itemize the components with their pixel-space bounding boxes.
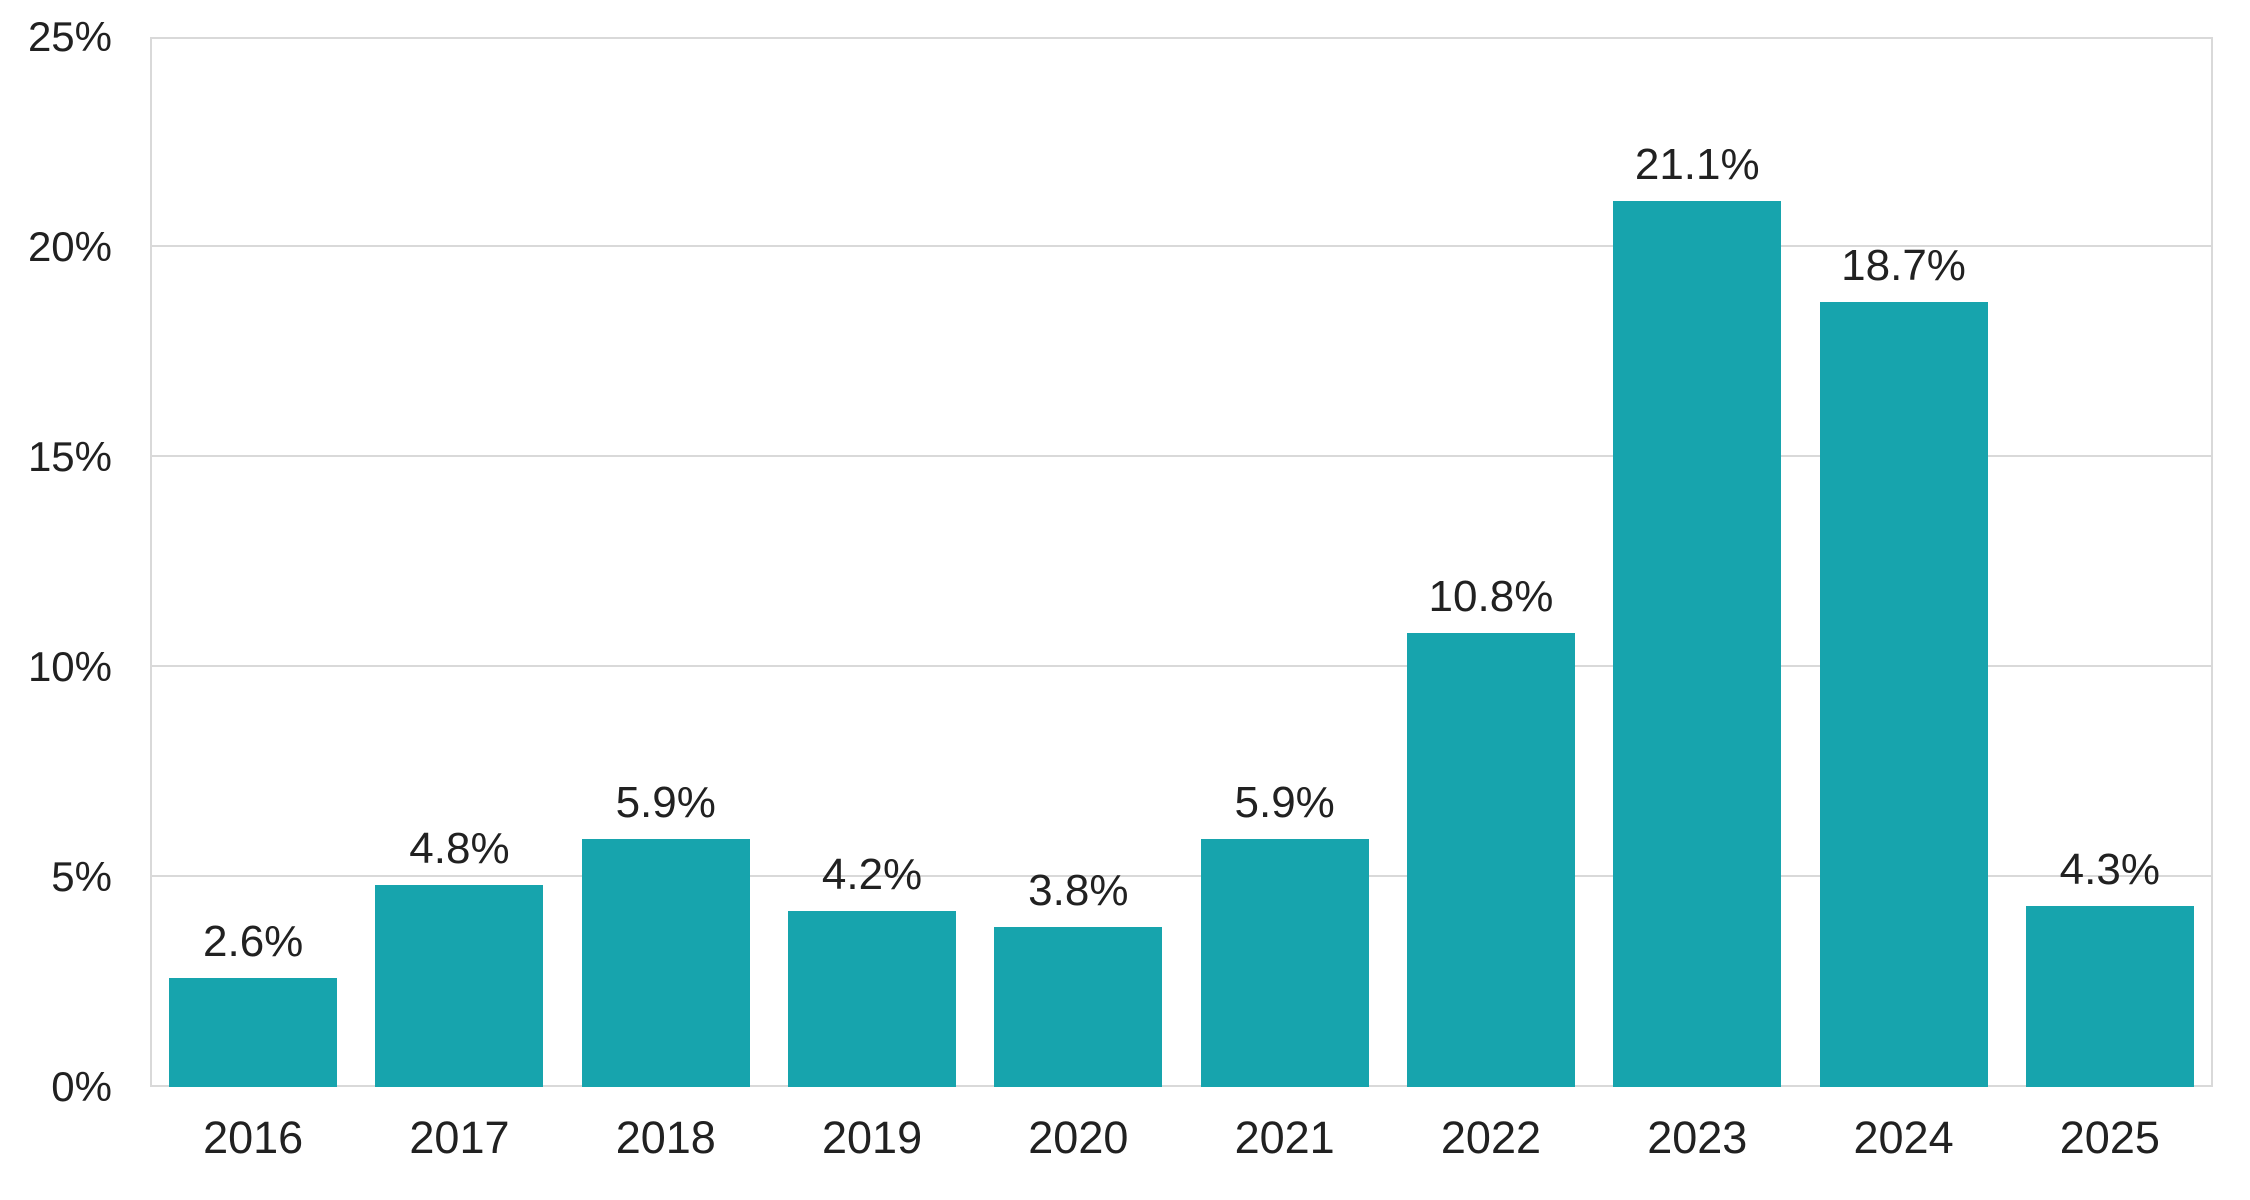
y-tick-label-5: 5% [51, 853, 112, 900]
bar-slot-2024: 18.7% [1800, 37, 2006, 1087]
bar-slot-2021: 5.9% [1182, 37, 1388, 1087]
bar-value-label-2018: 5.9% [615, 778, 716, 828]
bar-2025 [2025, 906, 2194, 1087]
x-tick-label-2021: 2021 [1234, 1112, 1335, 1163]
bar-value-label-2025: 4.3% [2059, 845, 2160, 895]
bar-slot-2020: 3.8% [975, 37, 1181, 1087]
bar-value-label-2016: 2.6% [202, 916, 304, 966]
bar-2023 [1613, 200, 1782, 1087]
bar-value-label-2021: 5.9% [1234, 778, 1335, 828]
x-tick-label-2020: 2020 [1028, 1112, 1129, 1163]
bar-2022 [1406, 633, 1575, 1087]
x-tick-label-2018: 2018 [615, 1112, 716, 1163]
plot-area: 2.6% 4.8% 5.9% 4.2% 3.8% 5.9% 10.8% 21.1% 18.7% 4… [150, 37, 2213, 1087]
bar-2019 [788, 910, 956, 1087]
gridline-10 [150, 665, 2213, 667]
x-tick-label-2022: 2022 [1440, 1112, 1541, 1163]
bar-value-label-2024: 18.7% [1841, 240, 1966, 290]
y-tick-label-10: 10% [27, 643, 112, 690]
bar-2016 [169, 977, 338, 1087]
bar-value-label-2020: 3.8% [1028, 866, 1129, 916]
y-tick-label-20: 20% [27, 223, 112, 270]
gridline-5 [150, 875, 2213, 877]
y-tick-label-15: 15% [27, 433, 112, 480]
plot-frame [150, 37, 2213, 1087]
x-tick-label-2023: 2023 [1647, 1112, 1748, 1163]
bar-slot-2016: 2.6% [150, 37, 356, 1087]
bar-slot-2017: 4.8% [356, 37, 562, 1087]
bar-2018 [581, 839, 750, 1087]
x-tick-label-2016: 2016 [203, 1112, 304, 1163]
bar-value-label-2017: 4.8% [409, 824, 510, 874]
x-tick-label-2017: 2017 [409, 1112, 510, 1163]
bar-slot-2025: 4.3% [2007, 37, 2213, 1087]
bar-2017 [375, 885, 544, 1087]
bar-slot-2023: 21.1% [1594, 37, 1800, 1087]
bar-value-label-2019: 4.2% [821, 849, 923, 899]
bar-2024 [1819, 301, 1988, 1087]
gridline-15 [150, 455, 2213, 457]
bar-2020 [994, 927, 1163, 1087]
bar-slot-2022: 10.8% [1388, 37, 1594, 1087]
x-tick-label-2024: 2024 [1853, 1112, 1954, 1163]
x-tick-label-2025: 2025 [2059, 1112, 2160, 1163]
y-tick-label-25: 25% [27, 13, 112, 60]
y-tick-label-0: 0% [51, 1063, 112, 1110]
bar-value-label-2022: 10.8% [1428, 572, 1554, 622]
bar-slot-2019: 4.2% [769, 37, 975, 1087]
bar-value-label-2023: 21.1% [1634, 139, 1760, 189]
y-axis: 0% 5% 10% 15% 20% 25% [0, 16, 112, 1108]
bar-slot-2018: 5.9% [563, 37, 769, 1087]
bars-layer: 2.6% 4.8% 5.9% 4.2% 3.8% 5.9% 10.8% 21.1% 18.7% 4… [150, 37, 2213, 1087]
x-axis: 2016 2017 2018 2019 2020 2021 2022 2023 2024 2025 [150, 1087, 2213, 1200]
x-tick-label-2019: 2019 [821, 1112, 923, 1163]
gridline-20 [150, 245, 2213, 247]
bar-2021 [1200, 839, 1369, 1087]
